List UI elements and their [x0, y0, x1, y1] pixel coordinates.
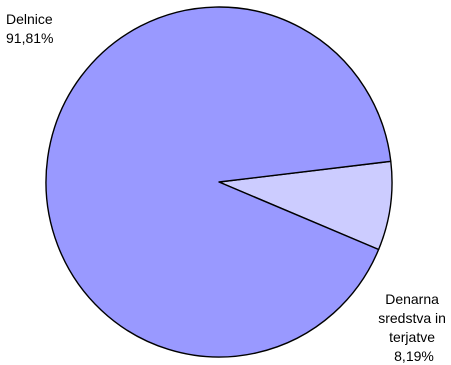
pie-slice-denarna-sredstva — [218, 160, 393, 251]
slice-label-denarna-line-1: Denarna — [385, 291, 439, 307]
slice-label-denarna-line-3: terjatve — [389, 329, 435, 345]
pie-slice-delnice — [45, 6, 392, 358]
slice-label-delnice-line-2: 91,81% — [6, 30, 53, 46]
slice-label-denarna-line-2: sredstva in — [378, 310, 446, 326]
pie-slices — [45, 6, 393, 358]
slice-label-delnice: Delnice 91,81% — [6, 11, 57, 46]
slice-label-delnice-line-1: Delnice — [6, 11, 53, 27]
slice-label-denarna-line-4: 8,19% — [394, 348, 434, 364]
slice-label-denarna: Denarna sredstva in terjatve 8,19% — [378, 291, 450, 364]
